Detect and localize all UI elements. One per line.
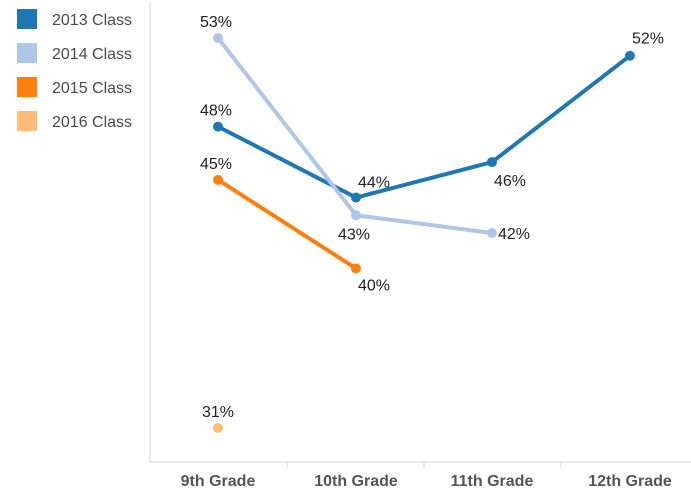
x-tick-label-4: 12th Grade xyxy=(588,473,672,490)
series-points xyxy=(213,33,635,433)
series-4-point-1 xyxy=(213,423,223,433)
legend-label-4: 2016 Class xyxy=(52,114,132,131)
series-1-label-2: 44% xyxy=(358,175,390,192)
x-tick-label-1: 9th Grade xyxy=(181,473,256,490)
series-lines xyxy=(216,36,632,271)
series-3-label-2: 40% xyxy=(358,277,390,294)
legend-swatch-3 xyxy=(17,77,37,97)
series-2-point-1 xyxy=(213,33,223,43)
x-tick-label-3: 11th Grade xyxy=(451,473,534,490)
series-3-point-2 xyxy=(351,263,361,274)
series-3-label-1: 45% xyxy=(200,156,232,173)
legend-swatch-1 xyxy=(17,9,37,29)
x-tick-label-2: 10th Grade xyxy=(314,473,398,490)
series-2-point-3 xyxy=(487,228,497,238)
series-2-label-1: 53% xyxy=(200,14,232,31)
legend-label-1: 2013 Class xyxy=(52,12,132,29)
series-2-label-2: 43% xyxy=(338,226,370,243)
series-line-2 xyxy=(216,36,493,235)
axes: 9th Grade 10th Grade 11th Grade 12th Grade xyxy=(149,2,691,490)
legend-swatch-4 xyxy=(17,111,37,131)
series-2-label-3: 42% xyxy=(498,226,530,243)
series-3-point-1 xyxy=(213,174,223,185)
legend-swatch-2 xyxy=(17,43,37,63)
series-1-label-3: 46% xyxy=(494,173,526,190)
series-line-1 xyxy=(217,54,632,200)
legend-label-3: 2015 Class xyxy=(52,80,132,97)
data-labels: 48% 44% 46% 52% 53% 43% 42% 45% 40% 31% xyxy=(200,14,664,421)
series-line-3 xyxy=(216,178,358,271)
series-1-label-1: 48% xyxy=(200,103,232,120)
series-4-label-1: 31% xyxy=(202,404,234,421)
series-1-label-4: 52% xyxy=(632,31,664,48)
legend: 2013 Class 2014 Class 2015 Class 2016 Class xyxy=(17,9,132,131)
series-1-point-1 xyxy=(213,121,223,132)
legend-label-2: 2014 Class xyxy=(52,46,132,63)
series-2-point-2 xyxy=(351,210,361,221)
series-1-point-2 xyxy=(351,192,361,203)
series-1-point-3 xyxy=(487,157,497,168)
series-1-point-4 xyxy=(625,50,635,61)
